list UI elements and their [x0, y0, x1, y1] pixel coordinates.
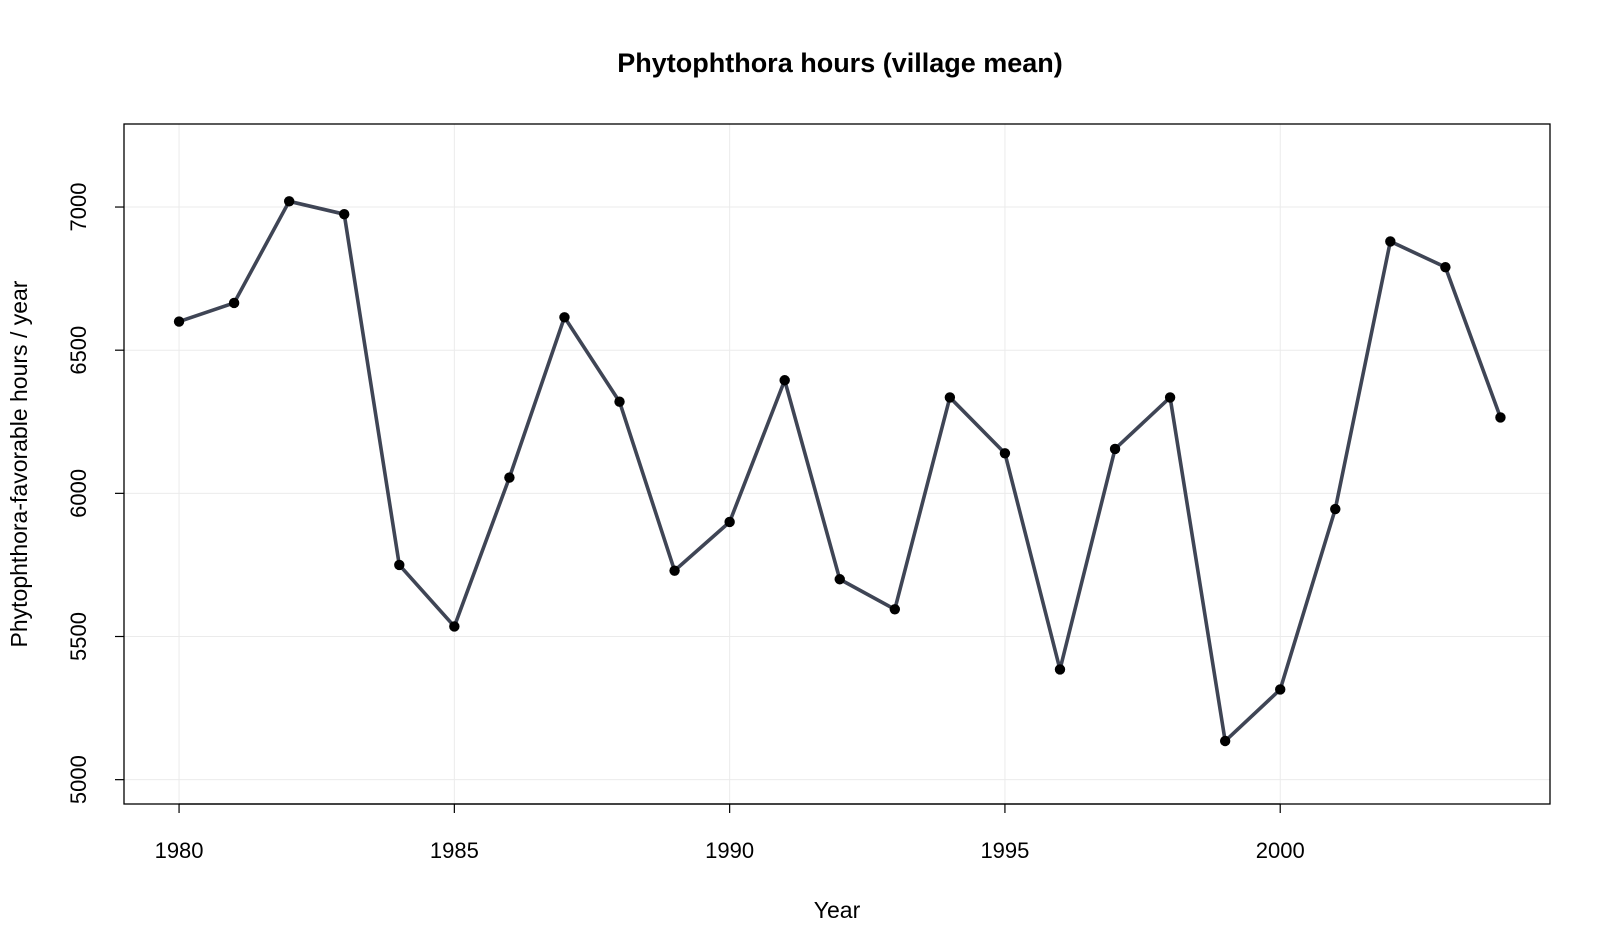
y-tick-label: 7000 [66, 183, 91, 232]
data-point [1219, 735, 1231, 747]
data-point [669, 565, 680, 576]
x-tick-label: 1985 [430, 838, 479, 863]
data-point [559, 312, 570, 323]
x-tick-label: 2000 [1256, 838, 1305, 863]
gridlines [124, 124, 1550, 804]
data-point [449, 621, 460, 632]
chart-title: Phytophthora hours (village mean) [617, 48, 1063, 78]
data-point [999, 448, 1011, 459]
data-point [1330, 503, 1341, 515]
y-tick-label: 5000 [66, 755, 91, 804]
y-axis: 5000 5500 6000 6500 7000 [66, 183, 124, 804]
series-line-group [173, 196, 1506, 747]
y-tick-label: 5500 [66, 612, 91, 661]
y-tick-label: 6000 [66, 469, 91, 518]
data-point [228, 297, 240, 309]
data-point [1275, 684, 1286, 695]
x-axis: 1980 1985 1990 1995 2000 [155, 803, 1305, 863]
data-point [779, 375, 790, 386]
data-point [283, 196, 295, 207]
data-point [1385, 236, 1396, 247]
data-point [724, 516, 735, 528]
data-point [339, 208, 350, 220]
data-point [889, 604, 901, 615]
y-axis-label: Phytophthora-favorable hours / year [6, 280, 32, 647]
data-point [1109, 443, 1121, 455]
data-point [1054, 664, 1066, 675]
x-tick-label: 1995 [980, 838, 1029, 863]
data-point [394, 559, 405, 571]
plot-frame [123, 123, 1551, 805]
data-point [614, 396, 625, 407]
data-point [1440, 261, 1451, 273]
data-point [504, 472, 515, 483]
data-point [173, 316, 185, 327]
data-point [1164, 392, 1176, 403]
x-tick-label: 1990 [705, 838, 754, 863]
x-axis-label: Year [814, 897, 861, 923]
data-point [1495, 412, 1506, 423]
data-point [944, 392, 956, 403]
series-line [177, 199, 1503, 743]
x-tick-label: 1980 [155, 838, 204, 863]
data-point [834, 574, 845, 585]
y-tick-label: 6500 [66, 326, 91, 375]
